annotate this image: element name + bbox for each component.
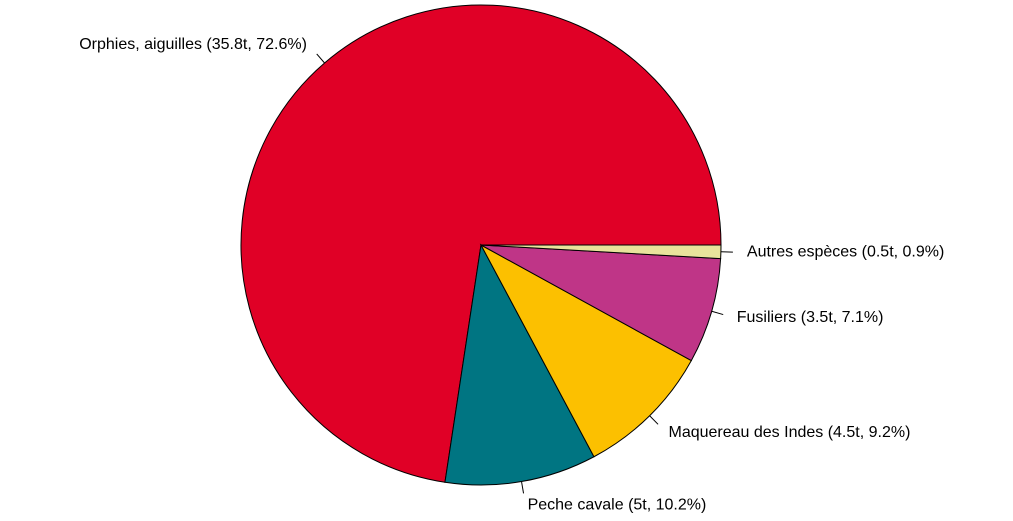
label-leader (521, 481, 525, 494)
pie-slice (444, 243, 595, 486)
label-leader (649, 415, 659, 425)
slice-label: Peche cavale (5t, 10.2%) (528, 496, 707, 513)
pie-slice (240, 4, 722, 483)
label-leader (316, 53, 325, 64)
slice-label: Orphies, aiguilles (35.8t, 72.6%) (79, 36, 307, 53)
label-leader (711, 310, 724, 316)
pie-slice (480, 244, 722, 362)
pie-slice (480, 244, 722, 260)
slice-label: Maquereau des Indes (4.5t, 9.2%) (668, 424, 910, 441)
pie-slice (479, 243, 692, 458)
slice-label: Fusiliers (3.5t, 7.1%) (737, 309, 884, 326)
slice-label: Autres espèces (0.5t, 0.9%) (747, 244, 944, 261)
